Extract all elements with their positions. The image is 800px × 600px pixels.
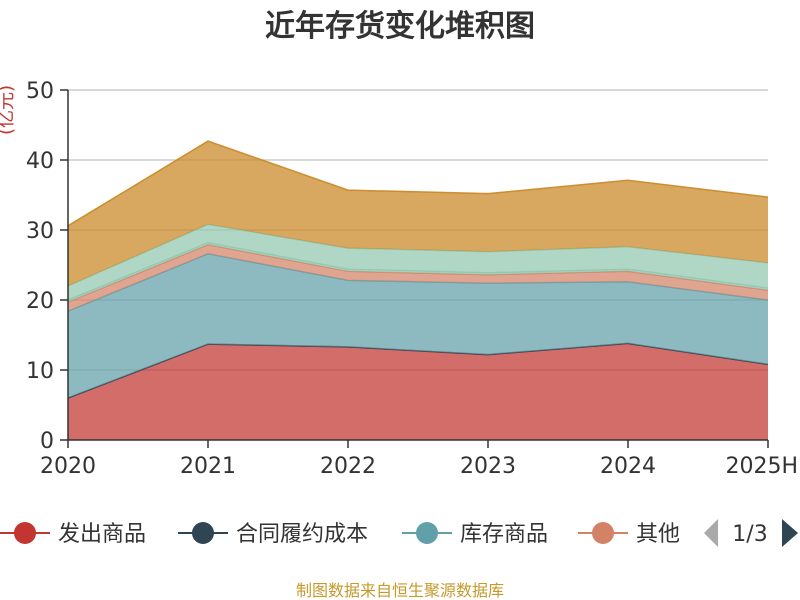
legend-marker bbox=[416, 522, 438, 544]
chart-title: 近年存货变化堆积图 bbox=[265, 9, 535, 44]
area-series-5 bbox=[68, 224, 768, 300]
area-series-6 bbox=[68, 141, 768, 286]
legend-item[interactable]: 发出商品 bbox=[0, 522, 146, 547]
legend-prev-arrow-icon[interactable] bbox=[704, 519, 718, 547]
area-series-4 bbox=[68, 242, 768, 303]
x-tick-label: 2022 bbox=[320, 454, 376, 479]
legend-label: 发出商品 bbox=[58, 522, 146, 547]
y-axis-label: (亿元) bbox=[0, 85, 17, 135]
x-tick-label: 2024 bbox=[600, 454, 656, 479]
x-tick-label: 2023 bbox=[460, 454, 516, 479]
legend-page-indicator: 1/3 bbox=[732, 522, 767, 547]
area-series-2 bbox=[68, 253, 768, 398]
legend-marker bbox=[592, 522, 614, 544]
legend-item[interactable]: 其他 bbox=[578, 522, 680, 547]
source-note: 制图数据来自恒生聚源数据库 bbox=[296, 581, 504, 600]
legend-marker bbox=[192, 522, 214, 544]
legend-item[interactable]: 库存商品 bbox=[402, 522, 548, 547]
y-tick-label: 40 bbox=[26, 149, 54, 174]
area-series-0 bbox=[68, 343, 768, 440]
y-tick-label: 20 bbox=[26, 289, 54, 314]
area-series-3 bbox=[68, 244, 768, 312]
legend-next-arrow-icon[interactable] bbox=[782, 519, 798, 547]
legend-item[interactable]: 合同履约成本 bbox=[178, 522, 368, 547]
x-tick-label: 2020 bbox=[40, 454, 96, 479]
area-series bbox=[67, 140, 769, 440]
legend: 发出商品 合同履约成本 库存商品 其他 1/3 bbox=[0, 519, 798, 547]
x-tick-label: 2025H bbox=[725, 454, 798, 479]
legend-label: 库存商品 bbox=[460, 522, 548, 547]
area-series-line-6 bbox=[67, 140, 769, 227]
x-tick-label: 2021 bbox=[180, 454, 236, 479]
y-tick-label: 50 bbox=[26, 79, 54, 104]
legend-marker bbox=[14, 522, 36, 544]
y-tick-label: 0 bbox=[40, 429, 54, 454]
axes: 0 10 20 30 40 50 2020 2021 2022 2023 2024 2025H bbox=[26, 79, 798, 479]
legend-label: 合同履约成本 bbox=[236, 522, 368, 547]
y-tick-label: 30 bbox=[26, 219, 54, 244]
legend-label: 其他 bbox=[636, 522, 680, 547]
y-tick-label: 10 bbox=[26, 359, 54, 384]
